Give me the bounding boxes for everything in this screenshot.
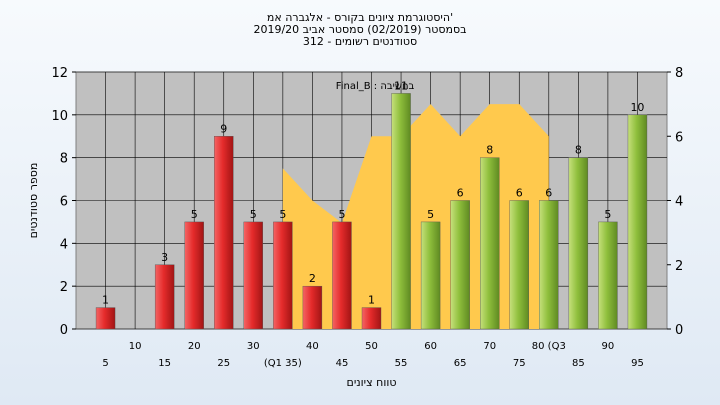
x-tick-label: 40 (306, 341, 319, 352)
y-tick-label: 4 (60, 237, 68, 252)
bar (243, 221, 264, 330)
bar-value-label: 6 (545, 187, 552, 200)
bar (627, 114, 648, 330)
bar (391, 93, 411, 330)
bar-value-label: 8 (486, 144, 493, 157)
y-tick-label: 10 (51, 109, 68, 124)
bar-value-label: 5 (250, 208, 257, 221)
chart-title-line-1: היסטוגרמת ציונים בקורס - אלגברה אמ' (266, 11, 454, 24)
y2-tick-label: 0 (675, 323, 683, 338)
x-tick-label: 20 (188, 341, 201, 352)
x-tick-label: 95 (631, 358, 644, 369)
bar (273, 221, 293, 330)
bar-value-label: 1 (368, 294, 375, 307)
bar (154, 264, 175, 330)
x-tick-label: 30 (247, 341, 260, 352)
bar (568, 157, 589, 330)
y2-tick-label: 8 (675, 66, 683, 81)
bar (480, 157, 500, 330)
x-tick-label: 55 (395, 358, 408, 369)
bar-value-label: 10 (630, 101, 644, 114)
x-tick-label: 65 (454, 358, 467, 369)
y-tick-label: 8 (60, 152, 68, 167)
chart-title-line-2: בסמסטר (02/2019) סמסטר אביב 2019/20 (253, 23, 467, 36)
chart-title-line-3: סטודנטים רשומים - 312 (302, 35, 418, 48)
x-tick-label: 15 (158, 358, 171, 369)
bar-value-label: 8 (575, 144, 582, 157)
bar (95, 307, 116, 330)
bar-value-label: 3 (161, 251, 168, 264)
y2-tick-label: 4 (675, 195, 683, 210)
x-tick-label: 10 (129, 341, 142, 352)
bar-value-label: 6 (457, 187, 464, 200)
bar-value-label: 1 (102, 294, 109, 307)
y-axis-title: מספר סטודנטים (27, 163, 40, 239)
bar (420, 221, 441, 330)
y2-tick-label: 6 (675, 130, 683, 145)
x-tick-label: 70 (483, 341, 496, 352)
bar-value-label: 5 (279, 208, 286, 221)
bar-value-label: 6 (516, 187, 523, 200)
x-tick-label: 5 (102, 358, 108, 369)
x-tick-label: (Q1 35) (264, 358, 302, 369)
x-tick-label: 80 (Q3 (532, 341, 566, 352)
bar-value-label: 5 (338, 208, 345, 221)
chart-annotation: Final_B : בחשיבה (336, 81, 415, 92)
x-tick-label: 25 (217, 358, 230, 369)
bar-value-label: 9 (220, 122, 227, 135)
bar (598, 221, 618, 330)
y-tick-label: 2 (60, 280, 68, 295)
x-tick-label: 50 (365, 341, 378, 352)
y-tick-label: 12 (51, 66, 68, 81)
bar-value-label: 11 (394, 79, 408, 92)
bar-value-label: 2 (309, 272, 316, 285)
y-tick-label: 0 (60, 323, 68, 338)
bar-value-label: 5 (604, 208, 611, 221)
bar (450, 200, 470, 330)
bar (302, 285, 323, 330)
x-tick-label: 85 (572, 358, 585, 369)
bar-value-label: 5 (427, 208, 434, 221)
bar (509, 200, 529, 330)
bar (184, 221, 204, 330)
x-tick-label: 45 (336, 358, 349, 369)
bar (332, 221, 352, 330)
bar (539, 200, 559, 330)
bar-value-label: 5 (191, 208, 198, 221)
y2-tick-label: 2 (675, 259, 683, 274)
bar (361, 307, 382, 330)
x-tick-label: 60 (424, 341, 437, 352)
x-tick-label: 75 (513, 358, 526, 369)
y-tick-label: 6 (60, 195, 68, 210)
x-tick-label: 90 (602, 341, 615, 352)
bar (214, 136, 234, 330)
x-axis-title: טווח ציונים (347, 376, 397, 389)
